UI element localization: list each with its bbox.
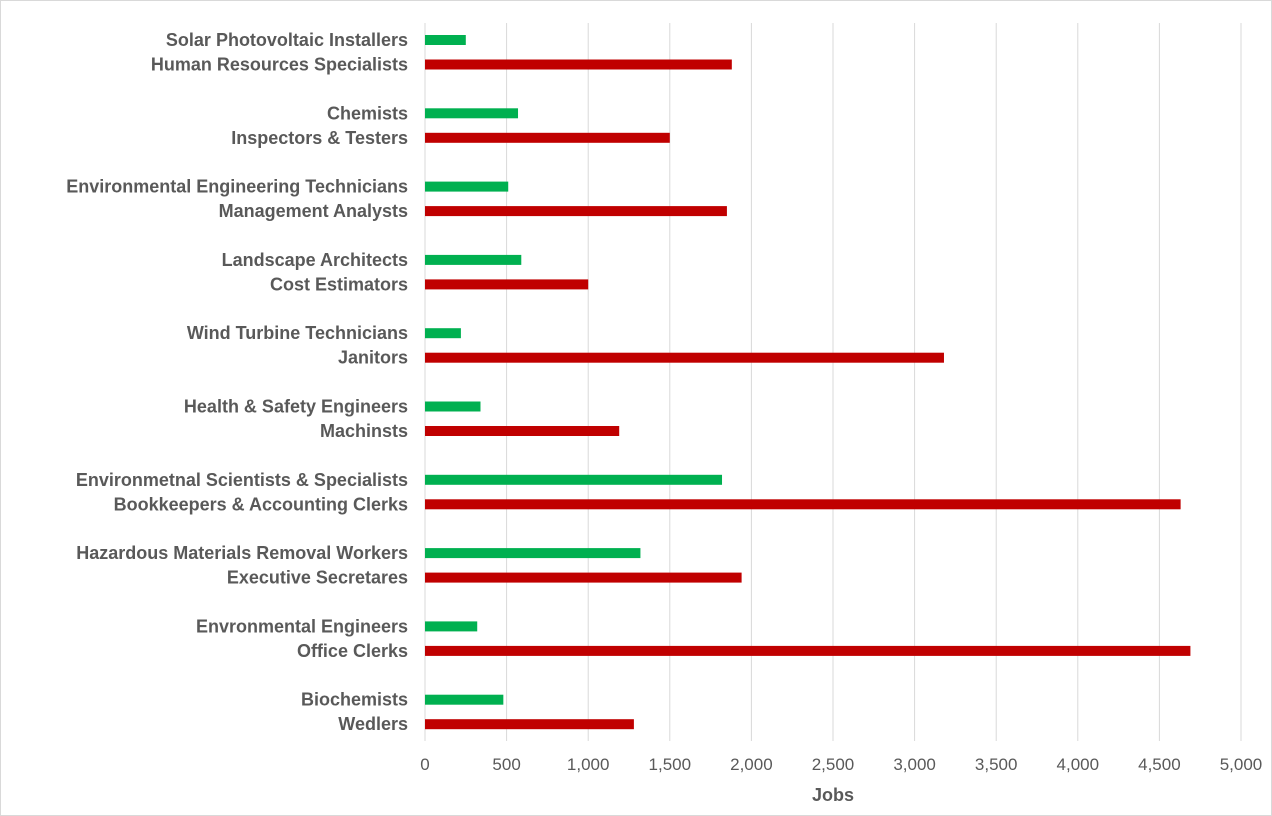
bar-green xyxy=(425,694,504,705)
category-label: Environmetnal Scientists & Specialists xyxy=(76,470,408,490)
x-axis-title: Jobs xyxy=(812,785,854,805)
x-tick-label: 1,000 xyxy=(567,755,610,774)
bar-green xyxy=(425,108,519,119)
bar-red xyxy=(425,59,732,70)
x-tick-labels: 0 500 1,000 1,500 2,000 2,500 3,000 3,500 4,000 4… xyxy=(420,755,1262,774)
bar-red xyxy=(425,132,670,143)
category-label: Cost Estimators xyxy=(270,274,408,294)
x-tick-label: 4,000 xyxy=(1057,755,1100,774)
category-label: Janitors xyxy=(338,348,408,368)
bar-red xyxy=(425,426,620,436)
category-label: Wind Turbine Technicians xyxy=(187,323,408,343)
category-label: Executive Secretares xyxy=(227,568,408,588)
bar-green xyxy=(425,328,461,339)
category-label: Environmental Engineering Technicians xyxy=(66,177,408,197)
bar-red xyxy=(425,645,1191,656)
bar-green xyxy=(425,254,522,265)
x-tick-label: 3,500 xyxy=(975,755,1018,774)
category-label: Inspectors & Testers xyxy=(231,128,408,148)
category-labels: Solar Photovoltaic Installers Human Resou… xyxy=(66,30,408,734)
category-label: Landscape Architects xyxy=(222,250,408,270)
bar-green xyxy=(425,548,641,559)
bar-green xyxy=(425,474,723,485)
bar-red xyxy=(425,499,1181,510)
category-label: Management Analysts xyxy=(219,201,408,221)
category-label: Bookkeepers & Accounting Clerks xyxy=(114,494,408,514)
x-tick-label: 2,000 xyxy=(730,755,773,774)
category-label: Office Clerks xyxy=(297,641,408,661)
bar-green xyxy=(425,181,509,192)
bars xyxy=(425,35,1191,730)
category-label: Envronmental Engineers xyxy=(196,616,408,636)
bar-red xyxy=(425,572,742,583)
category-label: Biochemists xyxy=(301,690,408,710)
x-tick-label: 0 xyxy=(420,755,429,774)
x-tick-label: 1,500 xyxy=(649,755,692,774)
x-tick-label: 500 xyxy=(492,755,520,774)
x-tick-label: 2,500 xyxy=(812,755,855,774)
bar-red xyxy=(425,352,944,363)
category-label: Health & Safety Engineers xyxy=(184,397,408,417)
category-label: Solar Photovoltaic Installers xyxy=(166,30,408,50)
bar-red xyxy=(425,279,589,290)
category-label: Human Resources Specialists xyxy=(151,55,408,75)
bar-green xyxy=(425,621,478,632)
category-label: Machinsts xyxy=(320,421,408,441)
bar-green xyxy=(425,35,466,45)
x-tick-label: 4,500 xyxy=(1138,755,1181,774)
category-label: Wedlers xyxy=(338,714,408,734)
category-label: Hazardous Materials Removal Workers xyxy=(76,543,408,563)
bar-green xyxy=(425,401,481,412)
bar-red xyxy=(425,206,727,217)
bar-red xyxy=(425,719,634,730)
x-tick-label: 5,000 xyxy=(1220,755,1263,774)
gridlines xyxy=(424,23,1242,741)
category-label: Chemists xyxy=(327,103,408,123)
x-tick-label: 3,000 xyxy=(893,755,936,774)
